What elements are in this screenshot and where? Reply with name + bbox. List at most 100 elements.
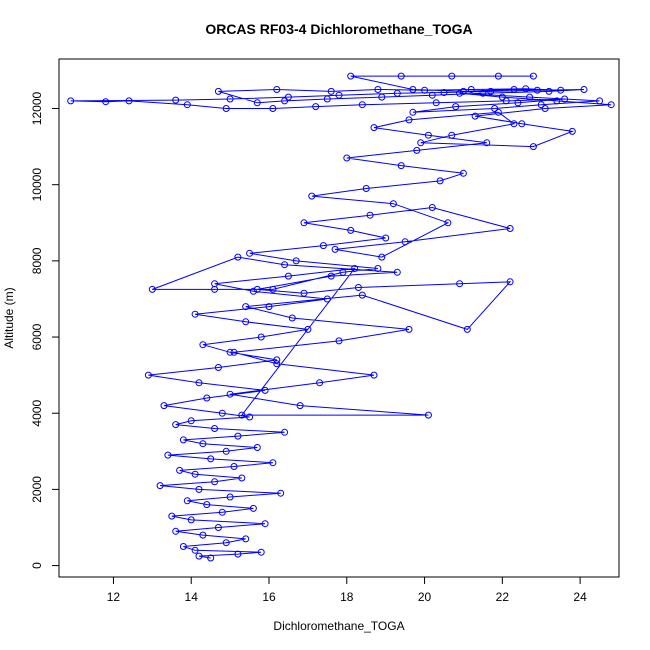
- data-point: [191, 546, 199, 554]
- data-point: [409, 86, 417, 93]
- y-axis-label: Altitude (m): [2, 287, 16, 348]
- data-point: [179, 436, 187, 444]
- y-tick-label: 10000: [30, 168, 44, 202]
- data-point: [448, 131, 456, 139]
- data-point: [230, 348, 238, 356]
- data-point: [533, 86, 541, 94]
- data-point: [308, 192, 316, 200]
- x-tick-label: 22: [496, 590, 510, 604]
- series-line: [70, 75, 612, 559]
- data-point: [323, 295, 331, 303]
- data-point: [172, 96, 180, 104]
- data-point: [491, 105, 499, 112]
- data-point: [172, 527, 180, 535]
- data-point: [553, 97, 561, 105]
- data-point: [424, 131, 432, 139]
- data-point: [164, 451, 172, 459]
- x-axis-label: Dichloromethane_TOGA: [273, 619, 404, 633]
- data-point: [187, 417, 195, 425]
- data-point: [596, 97, 604, 105]
- data-point: [463, 325, 471, 333]
- data-point: [296, 402, 304, 410]
- data-point: [510, 86, 518, 93]
- data-point: [459, 87, 467, 95]
- data-point: [393, 268, 401, 276]
- data-point: [176, 466, 184, 474]
- data-point: [483, 139, 491, 147]
- data-point: [506, 225, 514, 232]
- data-point: [242, 303, 250, 311]
- data-point: [230, 463, 238, 470]
- data-point: [218, 409, 226, 417]
- data-point: [273, 356, 281, 364]
- data-point: [312, 103, 320, 111]
- data-point: [281, 261, 289, 269]
- data-point: [168, 512, 176, 520]
- x-tick-label: 14: [185, 590, 199, 604]
- data-point: [428, 204, 436, 211]
- data-point: [526, 93, 534, 101]
- data-point: [195, 379, 203, 387]
- data-point: [281, 428, 289, 436]
- data-point: [144, 371, 152, 379]
- data-point: [436, 177, 444, 185]
- data-point: [125, 97, 133, 105]
- data-point: [102, 98, 110, 106]
- data-point: [358, 101, 366, 109]
- data-point: [487, 87, 495, 95]
- data-point: [327, 272, 335, 280]
- data-point: [537, 101, 545, 109]
- data-point: [343, 154, 351, 162]
- data-point: [557, 86, 565, 94]
- data-point: [148, 285, 156, 293]
- data-point: [580, 86, 588, 93]
- data-point: [249, 287, 257, 295]
- y-tick-label: 4000: [30, 400, 44, 427]
- data-point: [218, 508, 226, 516]
- data-point: [405, 325, 413, 333]
- data-point: [456, 280, 464, 288]
- data-point: [339, 268, 347, 276]
- data-point: [269, 105, 277, 112]
- data-point: [351, 265, 359, 272]
- data-point: [405, 116, 413, 124]
- data-point: [366, 211, 374, 219]
- data-point: [253, 444, 261, 451]
- data-point: [207, 554, 215, 562]
- data-point: [253, 285, 261, 293]
- data-point: [284, 93, 292, 101]
- data-point: [374, 86, 382, 93]
- data-point: [354, 284, 362, 291]
- data-point: [222, 105, 230, 112]
- data-point: [226, 493, 234, 501]
- data-point: [281, 97, 289, 105]
- data-point: [522, 85, 530, 93]
- data-point: [222, 447, 230, 455]
- data-point: [187, 516, 195, 524]
- data-point: [502, 97, 510, 105]
- data-point: [362, 185, 370, 192]
- data-point: [238, 474, 246, 482]
- data-point: [191, 310, 199, 318]
- data-point: [238, 411, 246, 419]
- y-axis: 0 2000 4000 6000 8000 10000 12000: [30, 92, 60, 569]
- data-point: [203, 501, 211, 509]
- data-point: [234, 550, 242, 558]
- data-point: [378, 93, 386, 101]
- x-tick-label: 18: [340, 590, 354, 604]
- data-point: [382, 234, 390, 242]
- data-point: [257, 548, 265, 556]
- y-tick-label: 8000: [30, 247, 44, 274]
- data-point: [277, 489, 285, 497]
- data-point: [370, 371, 378, 379]
- data-point: [246, 249, 254, 257]
- data-point: [428, 91, 436, 99]
- data-point: [498, 93, 506, 101]
- data-point: [226, 390, 234, 398]
- data-point: [179, 543, 187, 550]
- data-point: [401, 238, 409, 246]
- data-point: [199, 440, 207, 448]
- data-point: [319, 242, 327, 250]
- data-point: [214, 364, 222, 371]
